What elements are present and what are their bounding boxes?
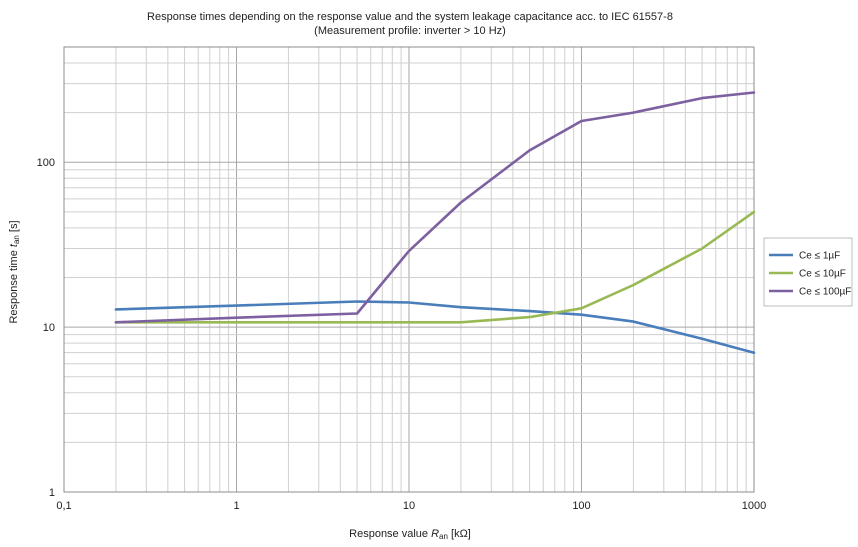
y-tick-label: 1 xyxy=(49,487,55,499)
legend: Ce ≤ 1µF Ce ≤ 10µF Ce ≤ 100µF xyxy=(763,237,853,307)
y-tick-label: 10 xyxy=(43,322,55,334)
series-layer xyxy=(114,91,756,355)
chart-subtitle: (Measurement profile: inverter > 10 Hz) xyxy=(314,25,506,37)
x-tick-label: 0,1 xyxy=(56,500,71,512)
y-tick-labels: 1 10 100 xyxy=(37,157,55,499)
series-line-3 xyxy=(114,91,756,324)
x-tick-labels: 0,1 1 10 100 1000 xyxy=(56,500,766,512)
series-line-1 xyxy=(114,300,756,355)
chart-title: Response times depending on the response… xyxy=(147,11,673,23)
x-tick-label: 1 xyxy=(233,500,239,512)
x-tick-label: 1000 xyxy=(742,500,766,512)
legend-label-1: Ce ≤ 1µF xyxy=(799,251,840,262)
x-axis-label: Response value Ran [kΩ] xyxy=(349,528,471,541)
grid xyxy=(63,46,754,493)
x-tick-label: 100 xyxy=(572,500,590,512)
y-tick-label: 100 xyxy=(37,157,55,169)
plot-area xyxy=(63,46,755,493)
x-tick-label: 10 xyxy=(403,500,415,512)
legend-label-3: Ce ≤ 100µF xyxy=(799,287,851,298)
series-line-2 xyxy=(114,210,756,324)
y-axis-label: Response time tan [s] xyxy=(8,220,21,323)
legend-label-2: Ce ≤ 10µF xyxy=(799,269,846,280)
